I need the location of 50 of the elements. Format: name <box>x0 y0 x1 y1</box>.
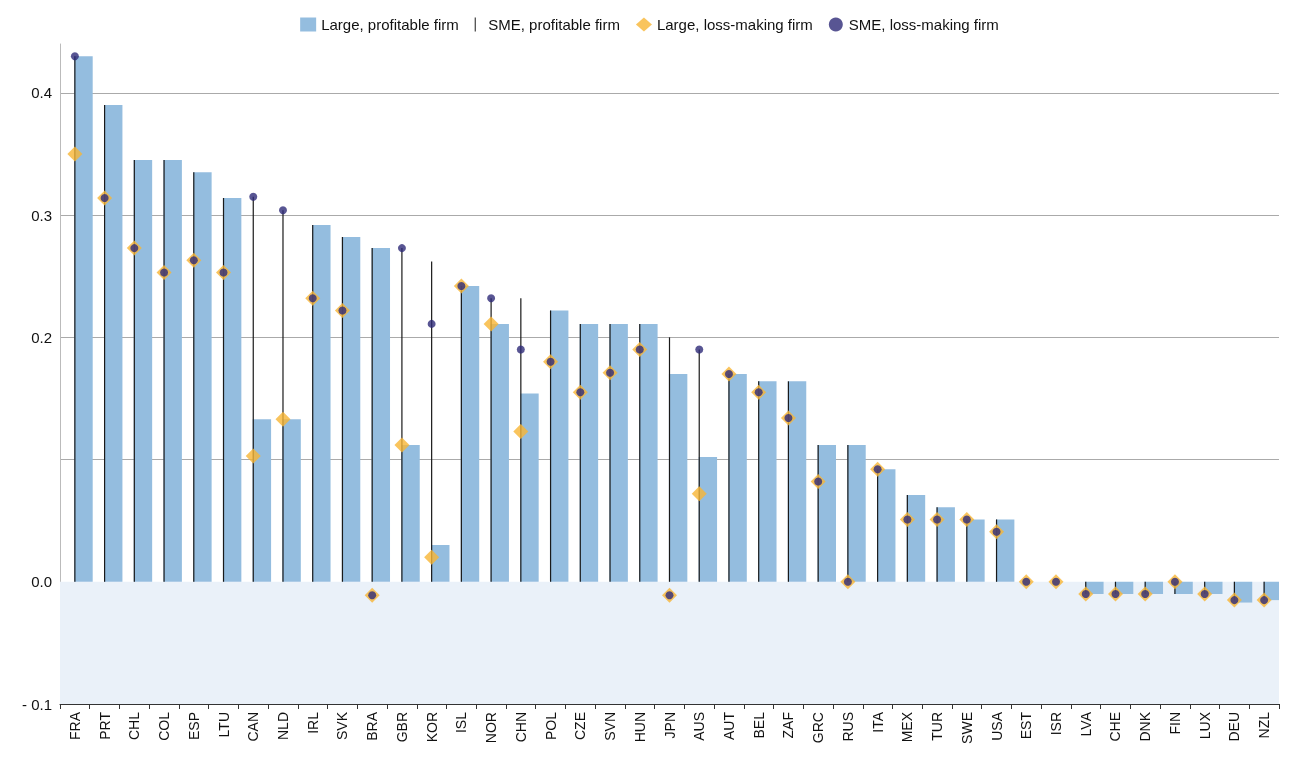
x-tick-label: NOR <box>483 712 500 744</box>
x-tick-label: DNK <box>1137 711 1154 742</box>
x-tick-label: LUX <box>1196 711 1213 740</box>
x-tick-label: NZL <box>1256 711 1273 739</box>
legend-label: Large, profitable firm <box>321 16 459 33</box>
x-tick-label: RUS <box>839 712 856 742</box>
y-tick-label: 0.0 <box>31 573 52 591</box>
x-tick-label: AUS <box>691 712 708 741</box>
x-tick-label: JPN <box>661 712 678 739</box>
x-tick-label: CAN <box>245 712 262 742</box>
x-tick-label: COL <box>156 711 173 741</box>
x-tick-label: TUR <box>929 712 946 741</box>
y-tick-label: 0.3 <box>31 206 52 224</box>
x-tick-label: FIN <box>1166 712 1183 735</box>
legend-label: SME, loss-making firm <box>848 16 999 33</box>
x-tick-label: CZE <box>572 712 589 740</box>
x-tick-label: SVK <box>334 711 351 741</box>
x-tick-label: CHL <box>126 711 143 741</box>
x-tick-label: BRA <box>364 711 381 741</box>
x-tick-label: BEL <box>750 711 767 739</box>
y-tick-label: - 0.1 <box>21 695 52 713</box>
x-tick-label: SWE <box>958 712 975 744</box>
x-tick-label: PRT <box>96 711 113 740</box>
x-tick-label: HUN <box>631 712 648 743</box>
x-tick-label: FRA <box>66 711 83 740</box>
x-tick-label: NLD <box>274 712 291 741</box>
x-tick-label: CHE <box>1107 712 1124 742</box>
x-tick-label: ISL <box>453 711 470 734</box>
legend-label: SME, profitable firm <box>488 16 620 33</box>
x-tick-label: ITA <box>869 711 886 733</box>
x-tick-label: ESP <box>185 712 202 741</box>
x-tick-label: CHN <box>512 712 529 743</box>
y-tick-label: 0.4 <box>31 84 52 102</box>
x-tick-label: SVN <box>602 712 619 741</box>
x-tick-label: MEX <box>899 711 916 743</box>
x-tick-label: GBR <box>393 712 410 743</box>
x-tick-label: ZAF <box>780 712 797 739</box>
x-tick-label: USA <box>988 711 1005 741</box>
x-tick-label: AUT <box>720 711 737 740</box>
x-tick-label: EST <box>1018 711 1035 740</box>
y-tick-label: 0.2 <box>31 328 52 346</box>
x-tick-label: GRC <box>810 712 827 744</box>
x-tick-label: DEU <box>1226 712 1243 742</box>
legend-label: Large, loss-making firm <box>656 16 813 33</box>
x-tick-label: ISR <box>1048 712 1065 736</box>
x-tick-label: IRL <box>304 711 321 734</box>
x-tick-label: LVA <box>1077 711 1094 737</box>
x-tick-label: KOR <box>423 712 440 743</box>
x-tick-label: POL <box>542 711 559 741</box>
x-tick-label: LTU <box>215 712 232 738</box>
